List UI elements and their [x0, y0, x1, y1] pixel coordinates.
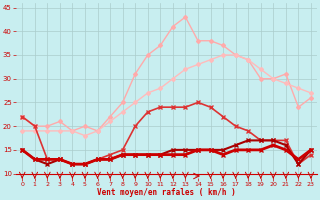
X-axis label: Vent moyen/en rafales ( km/h ): Vent moyen/en rafales ( km/h ) — [97, 188, 236, 197]
